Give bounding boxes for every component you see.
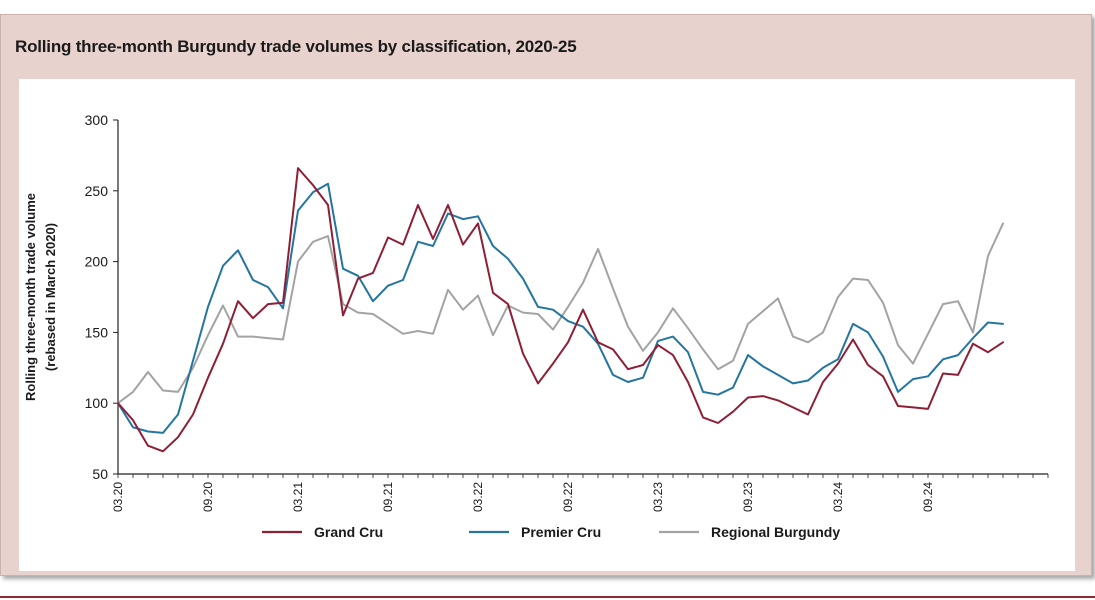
series-group <box>117 167 1004 453</box>
x-tick-label: 09.24 <box>921 482 935 512</box>
y-tick-label: 100 <box>85 395 109 411</box>
x-tick-label: 09.21 <box>381 482 395 512</box>
legend-label-regional-burgundy: Regional Burgundy <box>711 524 840 540</box>
y-tick-label: 300 <box>85 112 109 128</box>
y-axis-subtitle: (rebased in March 2020) <box>43 223 58 371</box>
chart-title: Rolling three-month Burgundy trade volum… <box>15 37 577 56</box>
x-tick-label: 03.20 <box>111 482 125 512</box>
y-axis-title: Rolling three-month trade volume <box>23 193 38 401</box>
y-tick-label: 250 <box>85 183 109 199</box>
legend-label-grand-cru: Grand Cru <box>314 524 383 540</box>
footer-rule <box>0 596 1095 598</box>
x-tick-label: 03.24 <box>831 482 845 512</box>
legend-label-premier-cru: Premier Cru <box>521 524 601 540</box>
chart-panel: Rolling three-month Burgundy trade volum… <box>0 14 1092 576</box>
series-line-premier-cru <box>117 182 1004 434</box>
y-tick-label: 200 <box>85 254 109 270</box>
y-tick-label: 50 <box>92 466 108 482</box>
line-chart: 50 100 150 200 250 300 03.20 09.20 03.21 09.21 03.… <box>23 112 1049 540</box>
x-tick-label: 09.23 <box>741 482 755 512</box>
plot-area: 50 100 150 200 250 300 03.20 09.20 03.21 09.21 03.… <box>19 79 1075 571</box>
x-tick-label: 09.20 <box>201 482 215 512</box>
legend: Grand Cru Premier Cru Regional Burgundy <box>262 524 840 540</box>
x-tick-label: 03.23 <box>651 482 665 512</box>
y-tick-label: 150 <box>85 324 109 340</box>
x-tick-label: 09.22 <box>561 482 575 512</box>
axes: 50 100 150 200 250 300 03.20 09.20 03.21 09.21 03.… <box>23 112 1049 512</box>
series-line-regional-burgundy <box>117 222 1004 405</box>
x-tick-label: 03.22 <box>471 482 485 512</box>
x-tick-label: 03.21 <box>291 482 305 512</box>
series-line-grand-cru <box>117 167 1004 453</box>
